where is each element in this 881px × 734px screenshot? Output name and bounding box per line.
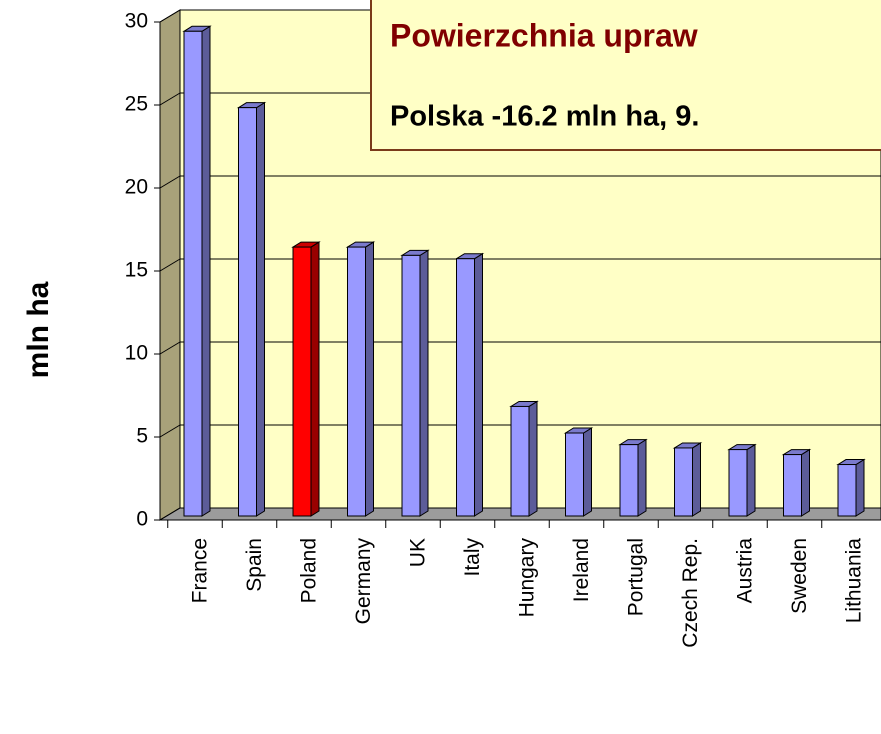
bar-side-shade [856, 459, 864, 516]
x-tick-label: Sweden [788, 538, 811, 614]
x-tick-label: UK [407, 538, 430, 567]
grid-line [159, 92, 181, 106]
bar-top-shade [729, 444, 755, 450]
grid-line [159, 175, 181, 189]
bar-top-shade [511, 401, 537, 407]
x-tick-label: Czech Rep. [679, 538, 702, 648]
bar [347, 246, 366, 517]
x-tick-label: Hungary [516, 538, 539, 618]
bar-top-shade [620, 439, 646, 445]
bar-top-shade [293, 242, 319, 248]
chart-title: Powierzchnia upraw [390, 17, 698, 53]
bar-top-shade [838, 459, 864, 465]
y-tick-label: 25 [125, 93, 148, 116]
bar-top-shade [456, 253, 483, 259]
bar-side-shade [692, 442, 701, 516]
bar-side-shade [474, 253, 483, 516]
bar-top-shade [184, 26, 210, 32]
y-tick-label: 30 [125, 10, 148, 33]
grid-line [159, 341, 181, 355]
bar-side-shade [638, 439, 646, 516]
bar-top-shade [402, 250, 428, 256]
x-tick-label: Ireland [570, 538, 593, 602]
bar [401, 254, 421, 517]
grid-line [159, 258, 181, 272]
bar-top-shade [238, 102, 265, 108]
bar-side-shade [256, 102, 265, 516]
bar-side-shade [420, 250, 428, 516]
grid-line [159, 9, 181, 23]
x-tick-label: Austria [734, 538, 757, 604]
bar [456, 258, 475, 517]
bar-side-shade [202, 26, 210, 517]
chart-subtitle: Polska -16.2 mln ha, 9. [390, 101, 699, 133]
bar [783, 454, 802, 517]
x-tick-label: Spain [243, 538, 266, 592]
bar [510, 405, 530, 517]
bar-side-shade [529, 401, 537, 516]
y-tick-label: 20 [125, 176, 148, 199]
y-tick-label: 15 [125, 259, 148, 282]
bar [619, 444, 639, 517]
bar [292, 246, 312, 517]
y-axis-label: mln ha [22, 281, 55, 378]
bar [183, 30, 203, 517]
bar-side-shade [311, 242, 319, 516]
bar [728, 449, 748, 517]
bar-top-shade [783, 449, 810, 455]
bar-side-shade [365, 242, 374, 516]
bar-side-shade [583, 428, 592, 516]
y-tick-label: 0 [136, 508, 148, 531]
x-tick-label: Italy [461, 538, 484, 577]
title-box [370, 0, 881, 151]
bar-side-shade [747, 444, 755, 516]
grid-line [159, 424, 181, 438]
x-tick-label: France [189, 538, 212, 603]
x-tick-label: Poland [298, 538, 321, 603]
bar [837, 464, 857, 517]
bar [674, 447, 693, 517]
bar-top-shade [674, 442, 701, 448]
grid-line [159, 507, 181, 521]
x-tick-label: Portugal [625, 538, 648, 616]
bar [238, 107, 257, 517]
y-tick-label: 10 [125, 342, 148, 365]
x-tick-label: Lithuania [843, 538, 866, 624]
bar [565, 432, 584, 517]
bar-top-shade [565, 428, 592, 433]
y-tick-label: 5 [136, 425, 148, 448]
bar-side-shade [801, 449, 810, 516]
bar-top-shade [347, 242, 374, 248]
x-tick-label: Germany [352, 538, 375, 625]
